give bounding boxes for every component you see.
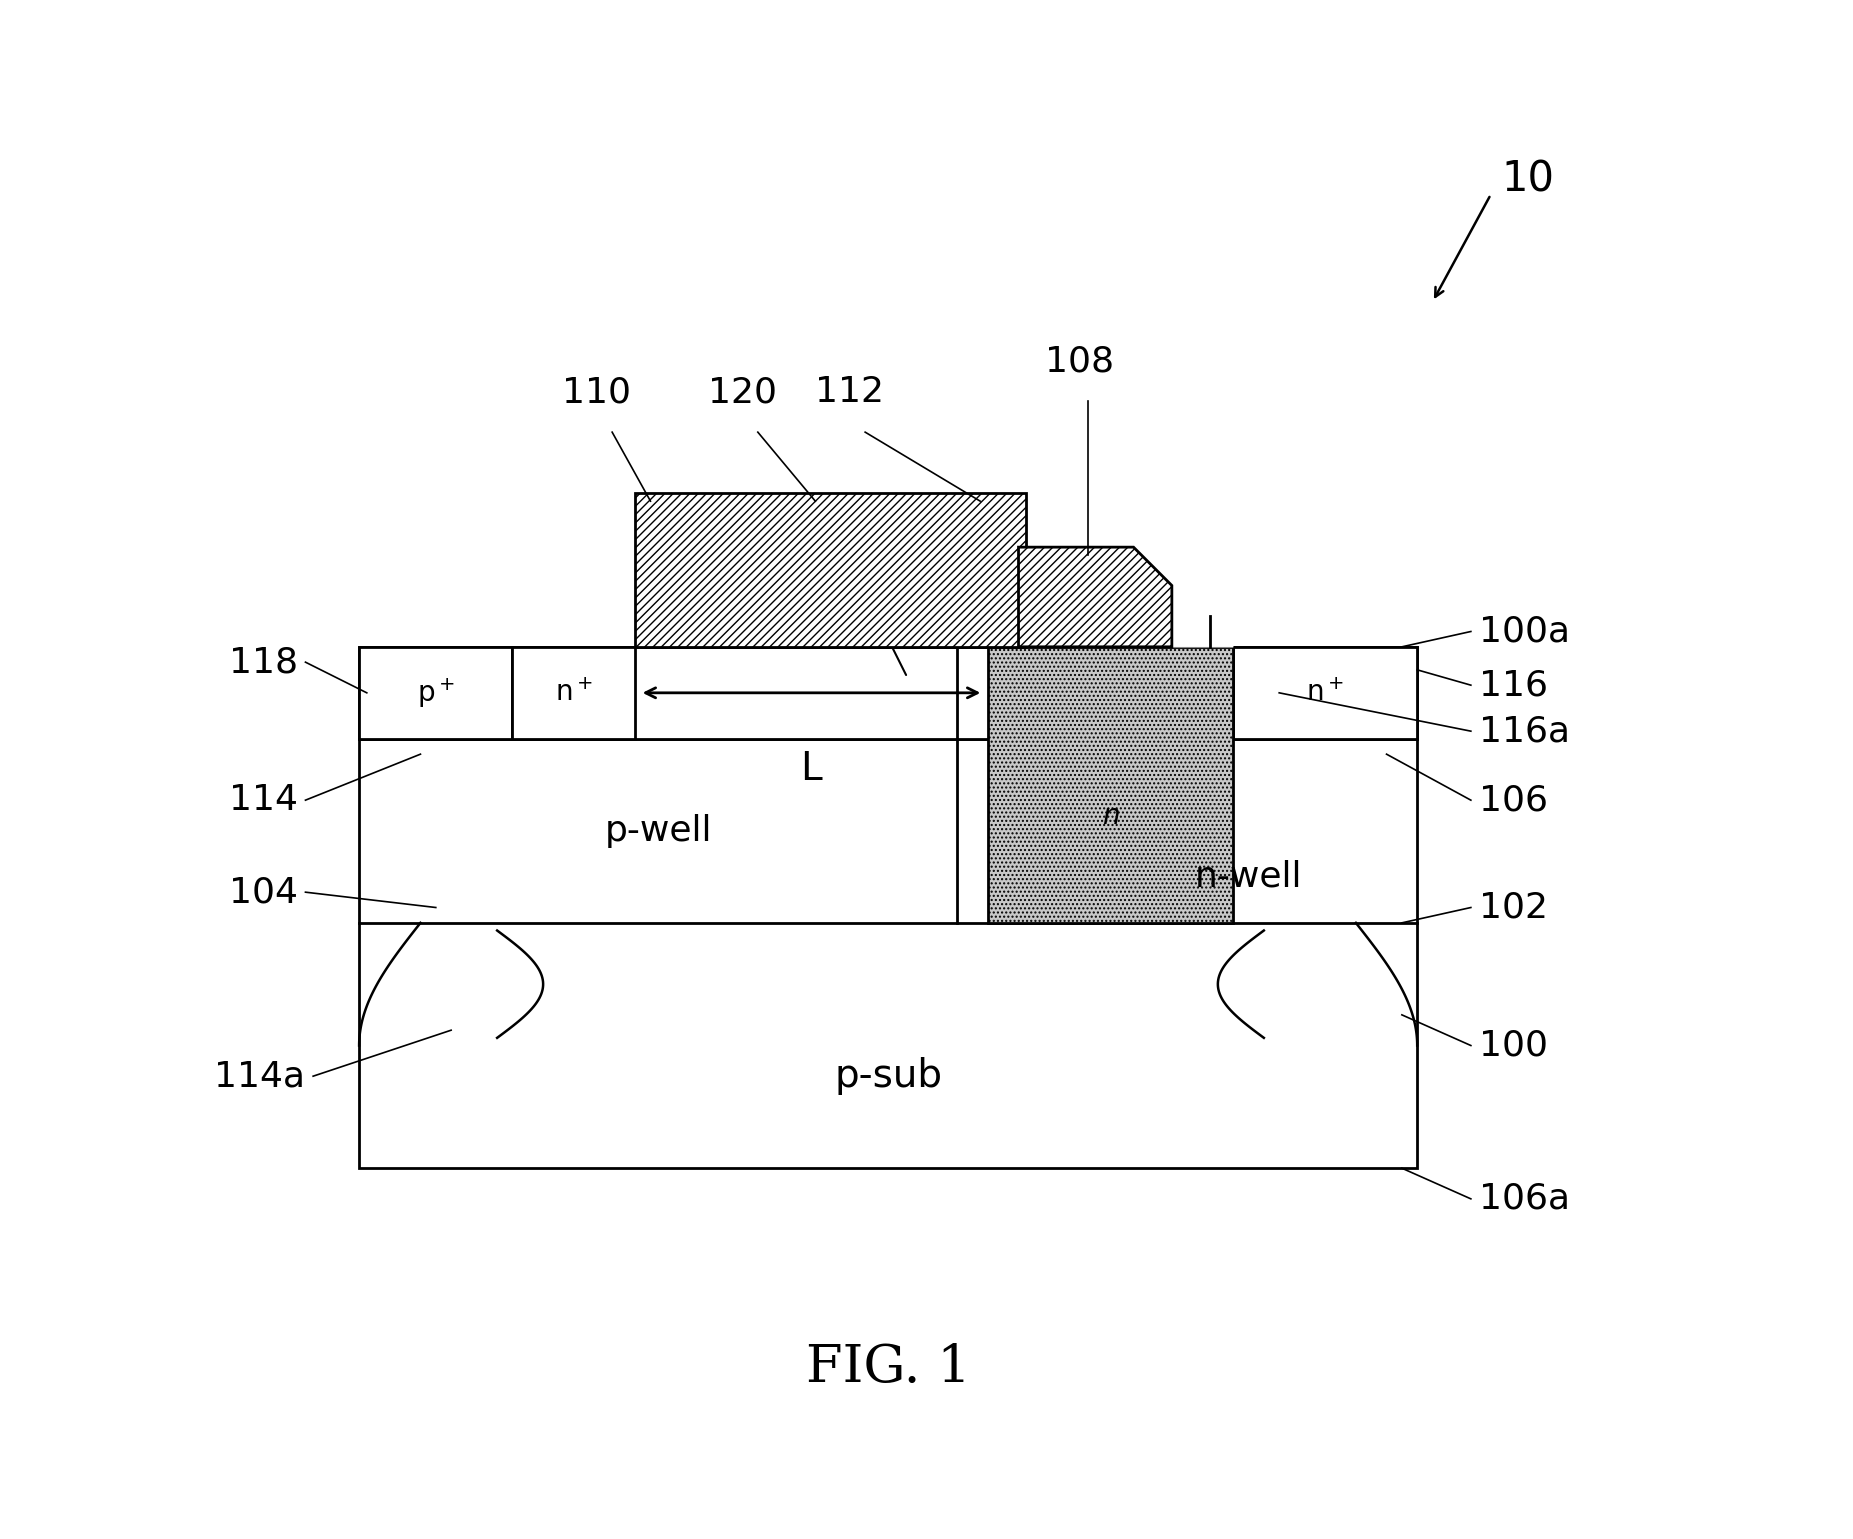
Text: 106a: 106a — [1479, 1182, 1569, 1216]
Text: L: L — [800, 751, 823, 788]
Text: 100: 100 — [1479, 1028, 1547, 1062]
Text: p$^+$: p$^+$ — [417, 676, 454, 709]
Bar — [359, 646, 513, 739]
Text: 110: 110 — [561, 376, 632, 409]
Text: FIG. 1: FIG. 1 — [806, 1342, 971, 1393]
Text: n: n — [1103, 802, 1119, 830]
Bar — [513, 646, 636, 739]
Text: 102: 102 — [1479, 891, 1547, 925]
Text: n$^+$: n$^+$ — [554, 679, 593, 706]
Text: 10: 10 — [1501, 159, 1555, 200]
Text: n-well: n-well — [1195, 860, 1303, 894]
Text: p-sub: p-sub — [834, 1057, 941, 1096]
Bar — [988, 646, 1234, 923]
Bar — [636, 494, 1027, 646]
Polygon shape — [1019, 548, 1171, 646]
Text: 104: 104 — [228, 876, 298, 910]
Text: 106: 106 — [1479, 783, 1547, 817]
Bar — [359, 646, 1418, 739]
Text: 108: 108 — [1045, 345, 1114, 379]
Text: 116: 116 — [1479, 668, 1547, 702]
Text: 112: 112 — [815, 376, 884, 409]
Text: n$^+$: n$^+$ — [1306, 679, 1343, 706]
Text: 114: 114 — [228, 783, 298, 817]
Text: 114a: 114a — [215, 1059, 306, 1093]
Text: p-well: p-well — [604, 814, 712, 848]
Bar — [359, 739, 1418, 1168]
Polygon shape — [988, 616, 1234, 646]
Text: 116a: 116a — [1479, 714, 1569, 748]
Text: 100a: 100a — [1479, 614, 1569, 648]
Text: 118: 118 — [228, 645, 298, 679]
Text: 120: 120 — [708, 376, 776, 409]
Bar — [1234, 646, 1418, 739]
